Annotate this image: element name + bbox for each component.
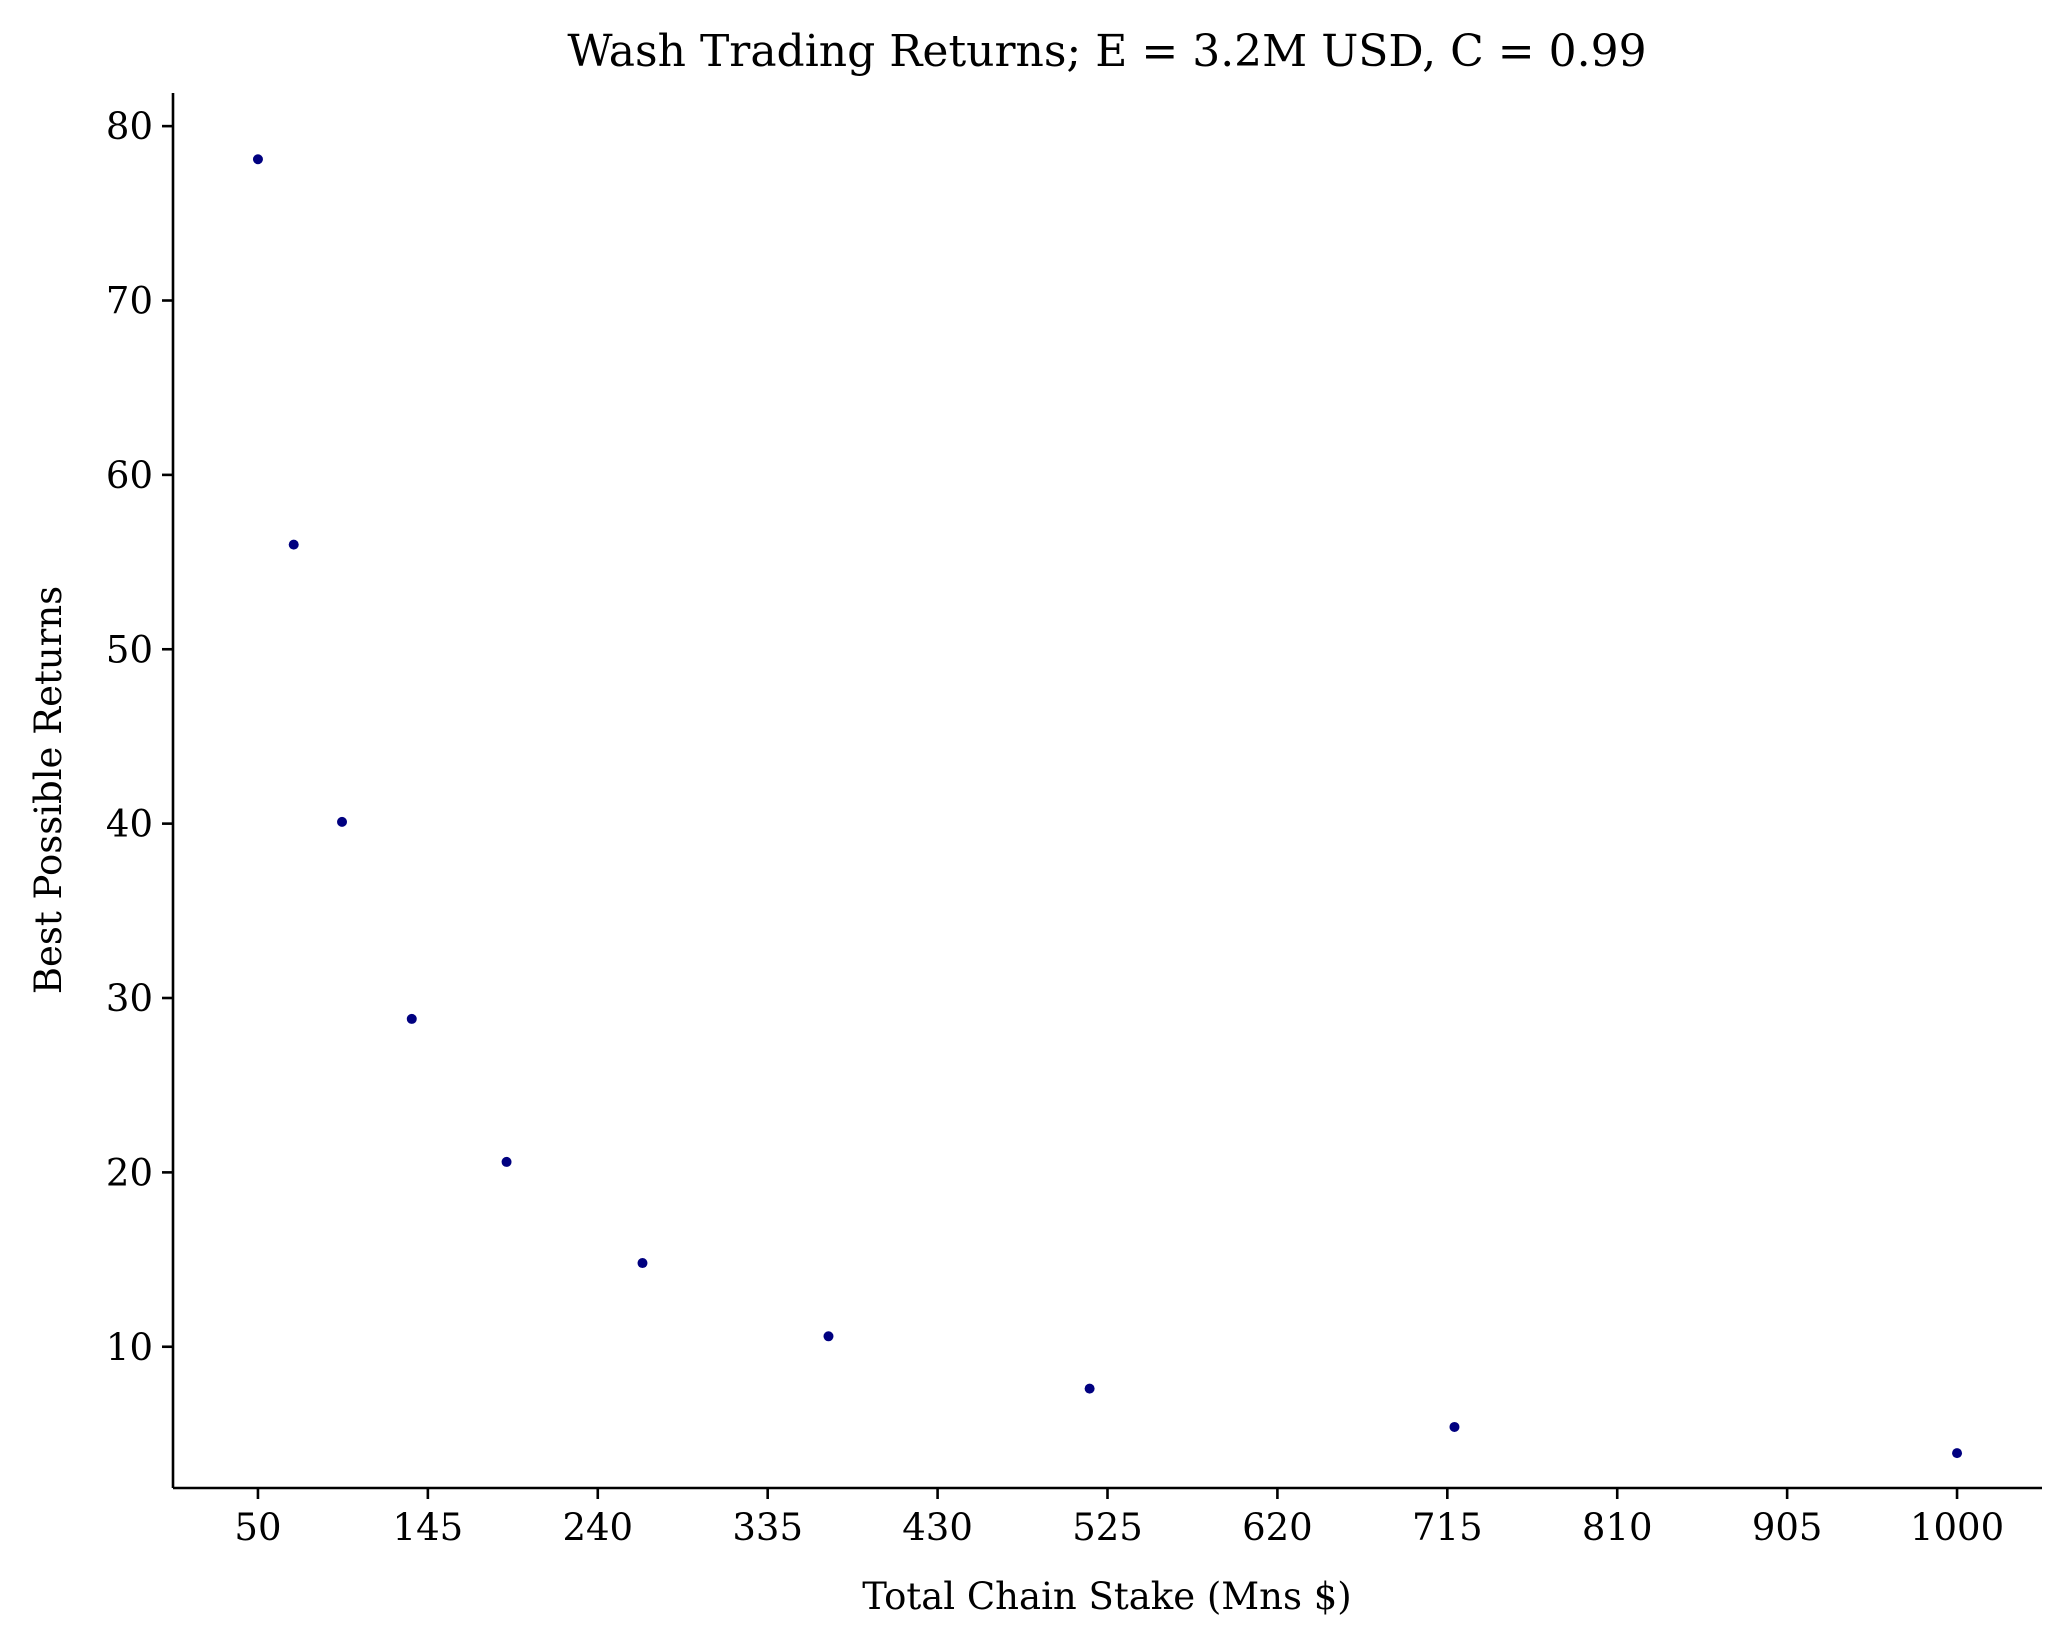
x-tick-label: 335	[732, 1506, 803, 1549]
scatter-point	[823, 1331, 834, 1342]
scatter-point	[637, 1258, 648, 1269]
x-tick-label: 50	[234, 1506, 281, 1549]
scatter-point	[252, 154, 263, 165]
x-tick-label: 240	[562, 1506, 633, 1549]
scatter-point	[1952, 1448, 1963, 1459]
x-tick-label: 715	[1412, 1506, 1483, 1549]
scatter-point	[406, 1013, 417, 1024]
y-axis-ticks: 10 20 30 40 50 60 70 80	[106, 105, 173, 1369]
y-tick-label: 70	[106, 280, 153, 323]
scatter-point	[337, 816, 348, 827]
x-tick-label: 620	[1242, 1506, 1313, 1549]
x-tick-label: 145	[393, 1506, 464, 1549]
plot-area: 50 145 240 335 430 525 620 715 810 905 1000 10 20 30…	[106, 93, 2042, 1549]
scatter-point	[288, 539, 299, 550]
scatter-point	[1449, 1421, 1460, 1432]
x-tick-label: 1000	[1910, 1506, 2004, 1549]
y-tick-label: 50	[106, 628, 153, 671]
y-tick-label: 60	[106, 454, 153, 497]
scatter-points	[252, 154, 1963, 1459]
y-axis-label: Best Possible Returns	[27, 586, 70, 994]
y-tick-label: 30	[106, 977, 153, 1020]
x-tick-label: 430	[902, 1506, 973, 1549]
scatter-point	[501, 1156, 512, 1167]
x-tick-label: 525	[1072, 1506, 1143, 1549]
y-tick-label: 20	[106, 1151, 153, 1194]
y-tick-label: 80	[106, 105, 153, 148]
chart-title: Wash Trading Returns; E = 3.2M USD, C = …	[567, 26, 1646, 77]
x-axis-ticks: 50 145 240 335 430 525 620 715 810 905 1000	[234, 1488, 2004, 1549]
y-tick-label: 40	[106, 803, 153, 846]
y-tick-label: 10	[106, 1326, 153, 1369]
x-axis-label: Total Chain Stake (Mns $)	[862, 1575, 1351, 1618]
x-tick-label: 810	[1582, 1506, 1653, 1549]
scatter-point	[1084, 1383, 1095, 1394]
x-tick-label: 905	[1752, 1506, 1823, 1549]
